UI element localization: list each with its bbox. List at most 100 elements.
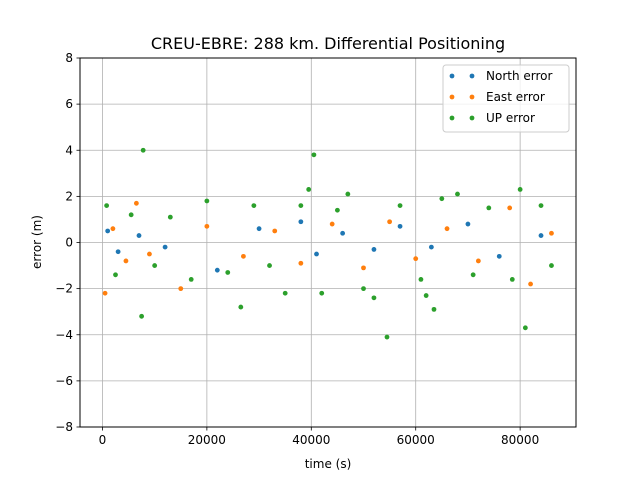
data-point (319, 290, 325, 296)
data-point (439, 196, 445, 202)
data-point (162, 244, 168, 250)
data-points (102, 147, 554, 340)
data-point (256, 226, 262, 232)
x-tick-label: 20000 (188, 433, 226, 447)
legend-marker (469, 73, 475, 79)
data-point (455, 191, 460, 197)
data-point (423, 293, 429, 298)
data-point (334, 207, 340, 213)
data-point (298, 203, 304, 209)
data-point (371, 295, 377, 301)
x-tick-label: 0 (99, 433, 107, 447)
series-2-points (102, 200, 554, 296)
legend-box (442, 64, 570, 133)
legend-label: East error (486, 90, 545, 104)
data-point (282, 290, 288, 296)
x-axis-label: time (s) (305, 457, 352, 471)
legend: North error East error UP error (442, 64, 570, 133)
legend-label: North error (486, 69, 552, 83)
data-point (361, 286, 366, 292)
data-point (345, 191, 351, 197)
legend-marker (449, 94, 455, 100)
data-point (214, 267, 220, 273)
data-point (133, 200, 139, 206)
legend-marker (469, 115, 475, 121)
data-point (298, 219, 304, 225)
data-point (147, 251, 152, 257)
data-point (538, 203, 544, 209)
data-point (139, 313, 145, 319)
data-point (517, 187, 523, 192)
data-point (475, 258, 481, 264)
data-point (413, 256, 419, 262)
legend-label: UP error (486, 111, 535, 125)
data-point (509, 277, 515, 282)
data-point (428, 244, 434, 250)
series-3-points (104, 147, 554, 340)
legend-marker (449, 73, 455, 79)
data-point (241, 253, 246, 259)
data-point (204, 223, 210, 229)
data-point (225, 270, 231, 275)
y-axis: −8 −6 −4 −2 0 2 4 6 8 (55, 51, 80, 434)
data-point (104, 203, 110, 209)
data-point (397, 223, 403, 229)
y-tick-label: 8 (65, 51, 73, 65)
data-point (444, 226, 450, 232)
data-point (329, 221, 335, 227)
data-point (128, 212, 134, 218)
data-point (306, 187, 312, 192)
data-point (113, 272, 118, 278)
data-point (496, 253, 502, 259)
y-tick-label: 2 (65, 189, 73, 203)
data-point (272, 228, 278, 234)
x-tick-label: 60000 (397, 433, 435, 447)
data-point (105, 228, 111, 234)
data-point (431, 306, 437, 312)
data-point (115, 249, 121, 255)
legend-marker (469, 94, 475, 100)
y-tick-label: −8 (55, 420, 73, 434)
data-point (238, 304, 244, 310)
data-point (397, 203, 403, 209)
data-point (267, 263, 272, 268)
data-point (188, 277, 194, 282)
data-point (528, 281, 533, 287)
chart-title: CREU-EBRE: 288 km. Differential Position… (151, 34, 505, 53)
data-point (507, 205, 513, 211)
y-tick-label: −4 (55, 328, 73, 342)
data-point (361, 265, 366, 271)
data-point (251, 203, 257, 209)
data-point (418, 277, 424, 282)
data-point (178, 286, 184, 292)
data-point (486, 205, 492, 211)
data-point (549, 263, 554, 268)
data-point (123, 258, 129, 264)
x-axis: 0 20000 40000 60000 80000 (99, 427, 539, 447)
y-tick-label: −6 (55, 374, 73, 388)
data-point (298, 260, 304, 266)
y-tick-label: 6 (65, 97, 73, 111)
legend-marker (449, 115, 455, 121)
series-1-points (105, 219, 544, 273)
data-point (384, 334, 390, 340)
data-point (371, 247, 377, 252)
y-tick-label: −2 (55, 282, 73, 296)
data-point (470, 272, 476, 278)
y-tick-label: 0 (65, 236, 73, 250)
y-tick-label: 4 (65, 143, 73, 157)
data-point (522, 325, 528, 331)
data-point (549, 230, 554, 236)
data-point (340, 230, 346, 236)
data-point (152, 263, 158, 268)
data-point (314, 251, 319, 257)
data-point (102, 290, 108, 296)
data-point (167, 214, 173, 220)
data-point (110, 226, 116, 232)
data-point (136, 233, 142, 238)
x-tick-label: 40000 (292, 433, 330, 447)
data-point (311, 152, 317, 158)
y-axis-label: error (m) (30, 215, 44, 269)
data-point (204, 198, 210, 204)
